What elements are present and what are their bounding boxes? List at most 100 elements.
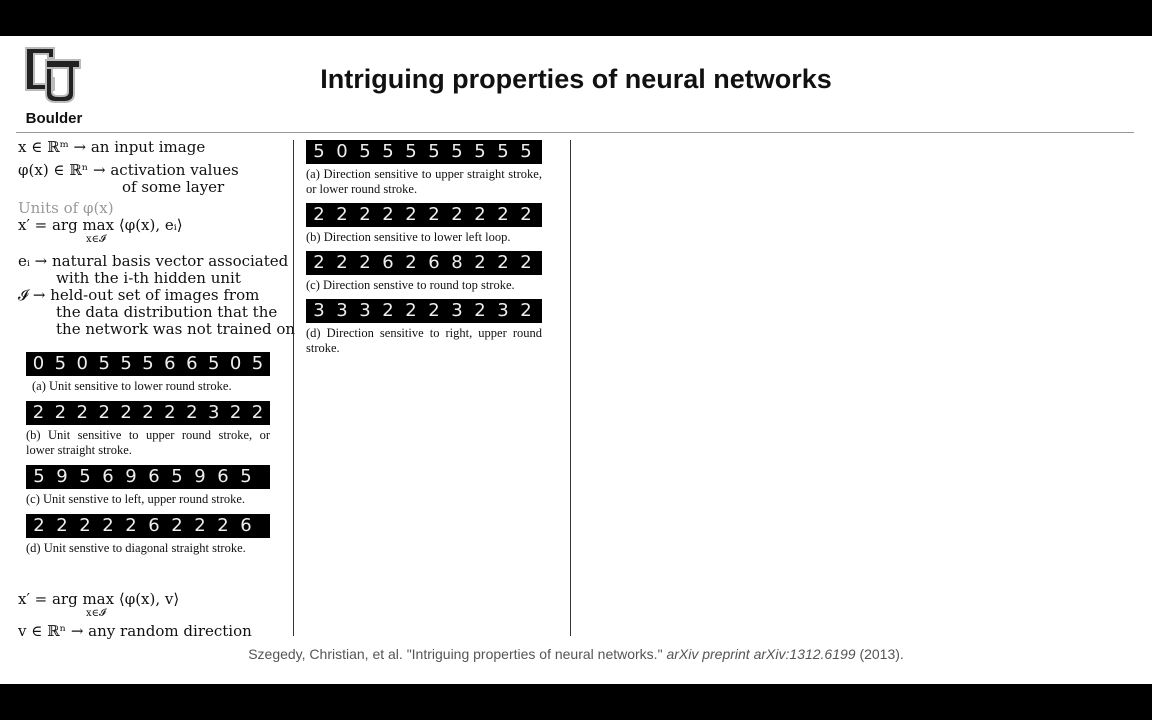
title-divider xyxy=(16,132,1134,133)
digit-image: 0 xyxy=(28,354,49,374)
digit-image: 6 xyxy=(143,467,165,487)
strip-caption: (c) Direction senstive to round top stro… xyxy=(306,278,515,292)
digit-image: 3 xyxy=(308,301,330,321)
digit-image: 2 xyxy=(225,403,247,423)
digit-image: 2 xyxy=(247,403,268,423)
digit-image: 2 xyxy=(400,253,422,273)
digit-image: 2 xyxy=(469,301,491,321)
digit-image: 6 xyxy=(212,467,234,487)
digit-image: 2 xyxy=(181,403,203,423)
units-label: Units of φ(x) xyxy=(18,199,114,217)
digit-image: 6 xyxy=(181,354,203,374)
digit-image: 2 xyxy=(469,253,491,273)
digit-image: 2 xyxy=(93,403,115,423)
digit-image: 9 xyxy=(51,467,73,487)
digit-image: 5 xyxy=(235,467,257,487)
digit-image: 5 xyxy=(492,142,514,162)
digit-image: 5 xyxy=(74,467,96,487)
digit-image: 2 xyxy=(308,253,330,273)
digit-image: 2 xyxy=(331,205,353,225)
digit-image: 2 xyxy=(71,403,93,423)
digit-image: 3 xyxy=(354,301,376,321)
digit-image: 3 xyxy=(446,301,468,321)
digit-image: 2 xyxy=(331,253,353,273)
digit-image: 5 xyxy=(28,467,50,487)
digit-image: 5 xyxy=(377,142,399,162)
digit-image: 2 xyxy=(423,301,445,321)
digit-image: 2 xyxy=(377,205,399,225)
digit-image: 2 xyxy=(51,516,73,536)
slide-title: Intriguing properties of neural networks xyxy=(320,64,832,94)
digit-image: 2 xyxy=(492,253,514,273)
digit-image: 2 xyxy=(97,516,119,536)
digit-image: 5 xyxy=(308,142,330,162)
ei-definition: eᵢ → natural basis vector associated xyxy=(18,252,289,270)
digit-image: 2 xyxy=(159,403,181,423)
digit-image: 5 xyxy=(400,142,422,162)
digit-image: 0 xyxy=(225,354,247,374)
digit-image: 2 xyxy=(400,301,422,321)
digit-image: 2 xyxy=(515,301,537,321)
digit-image: 2 xyxy=(400,205,422,225)
argmax-direction-equation: x′ = arg max ⟨φ(x), v⟩ xyxy=(18,590,180,608)
citation-authors: Szegedy, Christian, et al. "Intriguing p… xyxy=(248,646,663,662)
digit-image: 6 xyxy=(159,354,181,374)
strip-caption: (c) Unit senstive to left, upper round s… xyxy=(26,492,246,506)
digit-image: 6 xyxy=(377,253,399,273)
argmax-unit-subscript: x∈𝓘 xyxy=(86,234,106,245)
digit-image: 2 xyxy=(189,516,211,536)
digit-image: 2 xyxy=(354,205,376,225)
input-definition: x ∈ ℝᵐ → an input image xyxy=(18,138,206,156)
strip-caption: (a) Unit sensitive to lower round stroke… xyxy=(32,379,232,393)
slide: Boulder Intriguing properties of neural … xyxy=(0,36,1152,684)
strip-caption: (b) Direction sensitive to lower left lo… xyxy=(306,230,511,244)
digit-image: 5 xyxy=(247,354,268,374)
university-logo: Boulder xyxy=(18,44,86,127)
left-bottom-equations: x′ = arg max ⟨φ(x), v⟩ x∈𝓘 v ∈ ℝⁿ → any … xyxy=(18,591,290,640)
digit-image: 2 xyxy=(469,205,491,225)
digit-image: 2 xyxy=(212,516,234,536)
column-divider-2 xyxy=(570,140,571,636)
heldout-definition: 𝓘 → held-out set of images from xyxy=(18,286,260,304)
digit-image: 5 xyxy=(203,354,225,374)
digit-image: 2 xyxy=(137,403,159,423)
digit-image: 8 xyxy=(446,253,468,273)
random-direction-definition: v ∈ ℝⁿ → any random direction xyxy=(18,622,252,640)
digit-image: 6 xyxy=(143,516,165,536)
digit-image: 2 xyxy=(166,516,188,536)
digit-image: 2 xyxy=(120,516,142,536)
left-column: x ∈ ℝᵐ → an input image φ(x) ∈ ℝⁿ → acti… xyxy=(18,138,295,338)
digit-image: 2 xyxy=(423,205,445,225)
digit-image: 6 xyxy=(97,467,119,487)
digit-image: 6 xyxy=(423,253,445,273)
digit-image: 2 xyxy=(515,253,537,273)
digit-image: 6 xyxy=(235,516,257,536)
digit-image: 5 xyxy=(115,354,137,374)
digit-image: 9 xyxy=(189,467,211,487)
activation-definition-cont: of some layer xyxy=(122,178,225,196)
activation-definition: φ(x) ∈ ℝⁿ → activation values xyxy=(18,161,239,179)
digit-image: 2 xyxy=(49,403,71,423)
digit-image: 2 xyxy=(74,516,96,536)
strip-caption: (a) Direction sensitive to upper straigh… xyxy=(306,167,542,196)
digit-image: 5 xyxy=(93,354,115,374)
logo-text: Boulder xyxy=(25,110,83,127)
argmax-unit-equation: x′ = arg max ⟨φ(x), eᵢ⟩ xyxy=(18,216,183,234)
digit-image: 3 xyxy=(331,301,353,321)
cu-logo-icon xyxy=(25,47,81,103)
digit-image: 5 xyxy=(354,142,376,162)
digit-image: 2 xyxy=(115,403,137,423)
